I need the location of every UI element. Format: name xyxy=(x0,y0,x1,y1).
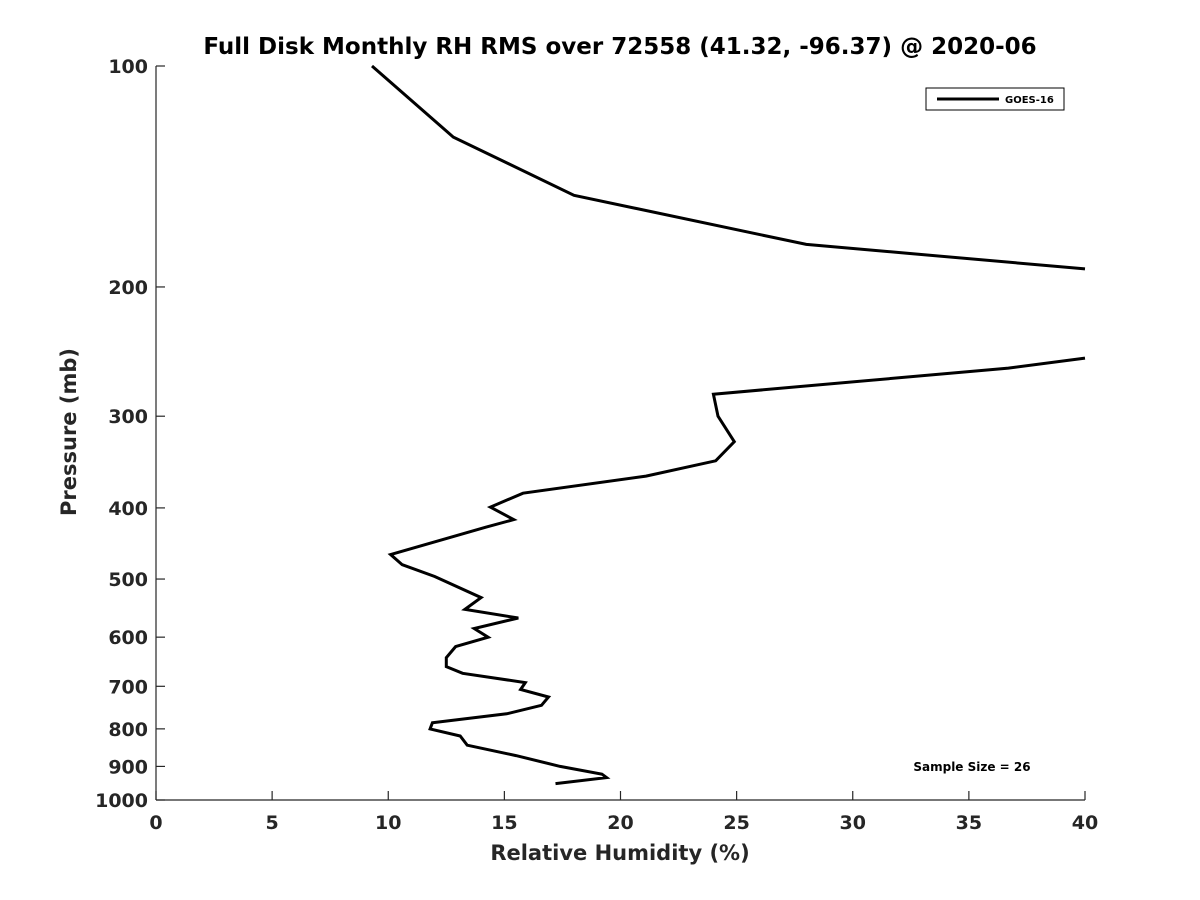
y-tick-label: 300 xyxy=(108,406,148,428)
y-tick-label: 700 xyxy=(108,676,148,698)
chart-title: Full Disk Monthly RH RMS over 72558 (41.… xyxy=(203,34,1036,60)
x-tick-label: 40 xyxy=(1072,812,1098,834)
x-tick-label: 0 xyxy=(149,812,162,834)
y-axis-ticks: 100 200 300 400 500 600 700 800 900 1000 xyxy=(95,56,165,812)
x-tick-label: 15 xyxy=(491,812,517,834)
legend-entry-goes-16: GOES-16 xyxy=(1005,95,1054,106)
y-tick-label: 800 xyxy=(108,719,148,741)
y-tick-label: 200 xyxy=(108,277,148,299)
series-layer xyxy=(371,64,1086,786)
y-tick-label: 900 xyxy=(108,756,148,778)
y-tick-label: 100 xyxy=(108,56,148,78)
x-axis-label: Relative Humidity (%) xyxy=(490,841,749,865)
legend: GOES-16 xyxy=(925,87,1065,111)
x-tick-label: 5 xyxy=(266,812,279,834)
y-tick-label: 600 xyxy=(108,627,148,649)
x-tick-label: 20 xyxy=(607,812,633,834)
y-tick-label: 400 xyxy=(108,498,148,520)
series-line-goes-16-segment-2 xyxy=(387,356,1086,786)
x-tick-label: 10 xyxy=(375,812,401,834)
y-tick-label: 500 xyxy=(108,569,148,591)
x-tick-label: 30 xyxy=(840,812,866,834)
x-tick-label: 25 xyxy=(723,812,749,834)
y-axis-label: Pressure (mb) xyxy=(57,348,81,516)
series-line-goes-16-segment-1 xyxy=(371,64,1086,271)
x-axis-ticks: 0 5 10 15 20 25 30 35 40 xyxy=(149,791,1098,834)
sample-size-annotation: Sample Size = 26 xyxy=(913,760,1030,774)
x-tick-label: 35 xyxy=(956,812,982,834)
y-tick-label: 1000 xyxy=(95,790,148,812)
